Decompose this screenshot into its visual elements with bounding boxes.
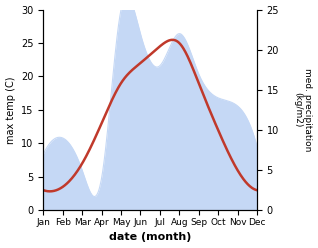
Y-axis label: med. precipitation
(kg/m2): med. precipitation (kg/m2) bbox=[293, 68, 313, 152]
X-axis label: date (month): date (month) bbox=[109, 232, 191, 243]
Y-axis label: max temp (C): max temp (C) bbox=[5, 76, 16, 144]
